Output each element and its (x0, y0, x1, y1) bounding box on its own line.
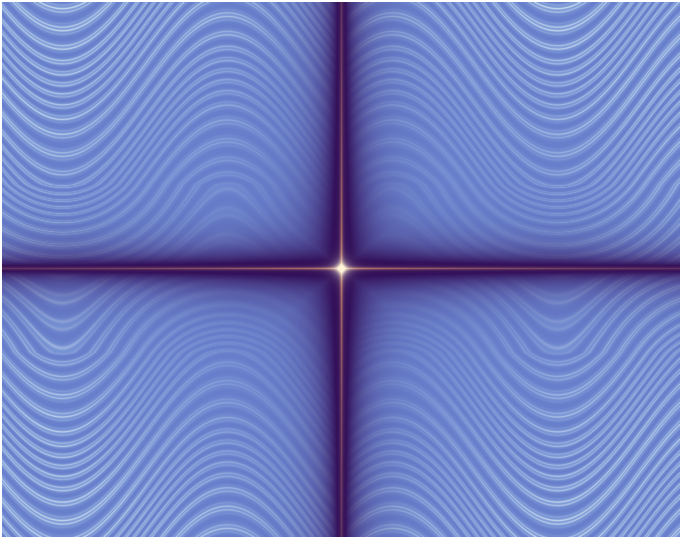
fractal-canvas (2, 2, 680, 537)
fractal-image (2, 2, 680, 537)
